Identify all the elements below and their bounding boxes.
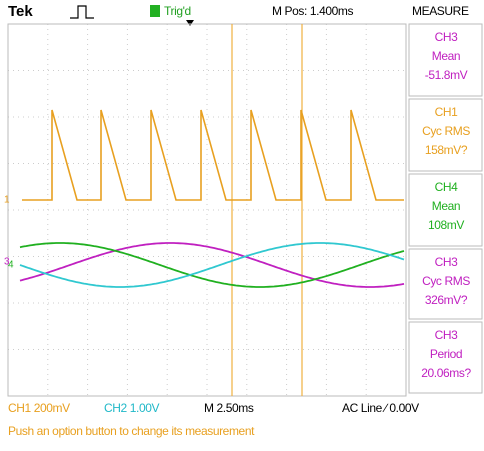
measurement-type: Mean xyxy=(432,199,460,213)
trigger-setting: AC Line ∕ 0.00V xyxy=(342,401,419,415)
measurement-channel: CH3 xyxy=(435,255,459,269)
measurement-value: -51.8mV xyxy=(425,68,468,82)
measurement-channel: CH1 xyxy=(435,105,459,119)
ch2-scale: CH2 1.00V xyxy=(104,401,159,415)
trigger-status: Trig'd xyxy=(164,4,191,18)
timebase: M 2.50ms xyxy=(204,401,254,415)
measurement-channel: CH3 xyxy=(435,328,459,342)
measurement-channel: CH4 xyxy=(435,180,459,194)
ch4-waveform xyxy=(20,243,404,287)
horizontal-position: M Pos: 1.400ms xyxy=(272,4,354,18)
status-message: Push an option button to change its meas… xyxy=(8,424,255,438)
ch1-waveform xyxy=(22,110,404,200)
measurement-value: 326mV? xyxy=(425,293,468,307)
measurement-value: 108mV xyxy=(428,218,464,232)
graticule xyxy=(8,24,406,396)
ch1-scale: CH1 200mV xyxy=(8,401,70,415)
brand: Tek xyxy=(8,3,33,20)
menu-title: MEASURE xyxy=(412,4,469,18)
measurement-value: 20.06ms? xyxy=(421,366,471,380)
measurement-type: Mean xyxy=(432,49,460,63)
trigger-indicator xyxy=(150,5,160,17)
measurement-value: 158mV? xyxy=(425,143,468,157)
trigger-position-arrow xyxy=(186,20,194,26)
measurement-type: Period xyxy=(430,347,462,361)
trigger-edge-icon xyxy=(70,6,94,18)
channel-marker: 4 xyxy=(8,260,14,271)
measurement-channel: CH3 xyxy=(435,30,459,44)
measurement-type: Cyc RMS xyxy=(422,124,470,138)
measurement-panel: CH3 Mean -51.8mV CH1 Cyc RMS 158mV? CH4 Mean 108… xyxy=(409,24,482,393)
scope-screen: Tek Trig'd M Pos: 1.400ms MEASURE 1 3 4 … xyxy=(0,0,484,446)
measurement-type: Cyc RMS xyxy=(422,274,470,288)
channel-marker: 1 xyxy=(4,195,10,206)
waveforms xyxy=(20,110,404,287)
